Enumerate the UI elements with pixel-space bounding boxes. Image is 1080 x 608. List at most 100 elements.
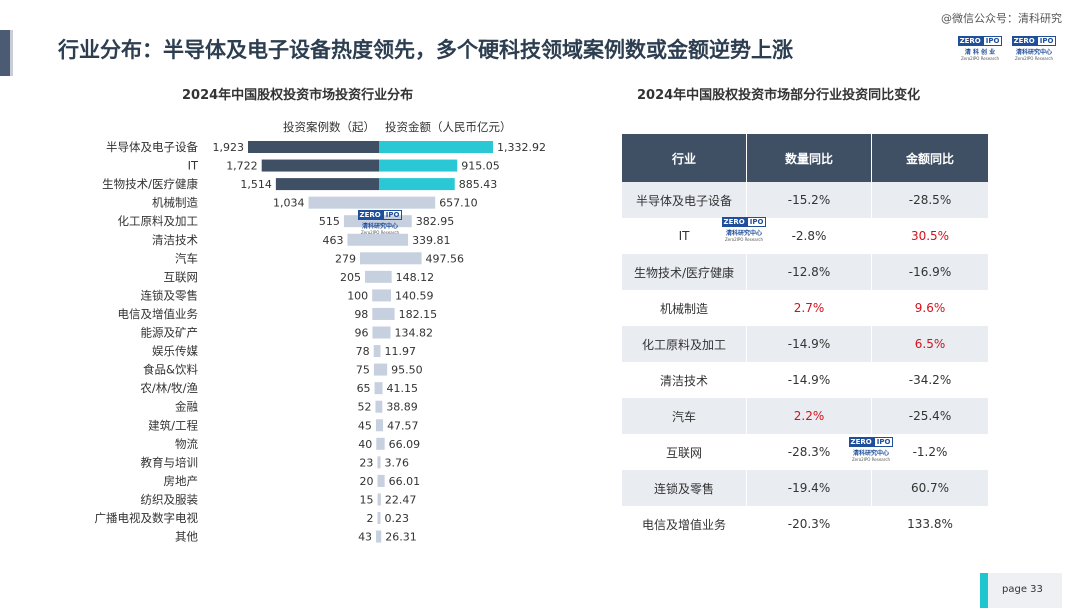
industry-cell: 连锁及零售 (622, 470, 747, 506)
industry-cell: 互联网 (622, 434, 747, 470)
amount-bar (379, 252, 422, 265)
count-bar (372, 289, 379, 302)
count-value-label: 40 (358, 438, 372, 451)
count-bar (372, 326, 379, 339)
category-label: 娱乐传媒 (152, 344, 198, 358)
count-value-label: 2 (367, 512, 374, 525)
amount-bar (379, 530, 382, 543)
amount-yoy-cell: -28.5% (871, 182, 988, 218)
category-label: 房地产 (164, 474, 199, 488)
header-amount-yoy: 金额同比 (871, 134, 988, 182)
count-yoy-cell: 2.7% (746, 290, 872, 326)
amount-bar (379, 196, 436, 209)
amount-bar (379, 326, 391, 339)
category-label: 半导体及电子设备 (106, 140, 198, 154)
amount-bar (379, 289, 392, 302)
amount-bar (379, 382, 383, 395)
count-value-label: 78 (356, 345, 370, 358)
amount-value-label: 657.10 (439, 197, 478, 210)
title-accent-bar-light (10, 30, 13, 76)
amount-bar (379, 141, 493, 153)
count-value-label: 463 (322, 234, 343, 247)
amount-bar (379, 419, 384, 432)
category-label: 机械制造 (152, 196, 198, 210)
category-label: 金融 (175, 400, 198, 414)
count-yoy-cell: -20.3% (746, 506, 872, 542)
amount-yoy-cell: 9.6% (871, 290, 988, 326)
category-label: 纺织及服装 (141, 492, 199, 506)
count-value-label: 100 (347, 289, 368, 302)
amount-bar (379, 270, 392, 283)
category-label: 物流 (175, 437, 198, 451)
amount-yoy-cell: -16.9% (871, 254, 988, 290)
amount-yoy-cell: 6.5% (871, 326, 988, 362)
amount-value-label: 1,332.92 (497, 141, 546, 154)
count-value-label: 45 (358, 419, 372, 432)
count-bar (377, 493, 379, 506)
amount-yoy-cell: -25.4% (871, 398, 988, 434)
count-bar (275, 178, 379, 191)
count-yoy-cell: -2.8% (746, 218, 872, 254)
category-label: 连锁及零售 (141, 288, 199, 302)
category-label: 生物技术/医疗健康 (102, 177, 198, 191)
title-accent-bar (0, 30, 10, 76)
amount-bar (379, 178, 455, 191)
table-watermark-logo-1: ZERO IPO 清科研究中心 Zero2IPO Research (716, 217, 772, 242)
amount-value-label: 22.47 (385, 493, 417, 506)
page-footer: page 33 (980, 573, 1062, 608)
amount-bar (379, 400, 383, 413)
amount-yoy-cell: 133.8% (871, 506, 988, 542)
butterfly-bar-chart: 投资案例数（起） 投资金额（人民币亿元） 半导体及电子设备 1,923 1,332.92… (95, 120, 546, 544)
amount-bar (379, 363, 388, 376)
legend-amount: 投资金额（人民币亿元） (385, 120, 512, 134)
amount-value-label: 26.31 (385, 531, 417, 544)
count-bar (375, 419, 379, 432)
count-yoy-cell: 2.2% (746, 398, 872, 434)
amount-bar (379, 437, 385, 450)
count-bar (365, 270, 379, 283)
right-table-title: 2024年中国股权投资市场部分行业投资同比变化 (637, 88, 921, 103)
amount-value-label: 140.59 (395, 289, 434, 302)
count-yoy-cell: -15.2% (746, 182, 872, 218)
amount-bar (379, 474, 385, 487)
count-bar (376, 437, 379, 450)
table-row: 机械制造 2.7% 9.6% (622, 290, 988, 326)
count-value-label: 75 (356, 364, 370, 377)
amount-bar (379, 233, 409, 246)
count-value-label: 20 (360, 475, 374, 488)
left-chart-title: 2024年中国股权投资市场投资行业分布 (182, 88, 414, 103)
count-value-label: 1,034 (273, 197, 305, 210)
count-value-label: 1,514 (240, 178, 272, 191)
amount-value-label: 182.15 (399, 308, 438, 321)
count-value-label: 515 (319, 215, 340, 228)
count-value-label: 1,722 (226, 160, 258, 173)
yoy-table: 行业 数量同比 金额同比 半导体及电子设备 -15.2% -28.5% IT -2.8%… (622, 134, 988, 542)
category-label: 食品&饮料 (143, 363, 198, 377)
category-label: 清洁技术 (152, 233, 198, 247)
category-label: 教育与培训 (141, 455, 199, 469)
amount-bar (379, 215, 412, 228)
category-label: 电信及增值业务 (118, 307, 199, 321)
amount-bar (379, 512, 381, 524)
amount-value-label: 382.95 (416, 215, 455, 228)
zero2ipo-logo: ZERO IPO 清 科 创 业 Zero2IPO Research (957, 36, 1003, 61)
amount-value-label: 47.57 (387, 419, 419, 432)
count-bar (374, 382, 379, 395)
industry-cell: 生物技术/医疗健康 (622, 254, 747, 290)
table-row: 化工原料及加工 -14.9% 6.5% (622, 326, 988, 362)
count-value-label: 96 (354, 327, 368, 340)
count-yoy-cell: -14.9% (746, 362, 872, 398)
header-count-yoy: 数量同比 (746, 134, 872, 182)
amount-yoy-cell: 60.7% (871, 470, 988, 506)
industry-cell: 化工原料及加工 (622, 326, 747, 362)
amount-value-label: 66.01 (389, 475, 421, 488)
count-bar (248, 141, 379, 153)
table-row: 生物技术/医疗健康 -12.8% -16.9% (622, 254, 988, 290)
category-label: 化工原料及加工 (118, 214, 199, 228)
category-label: 农/林/牧/渔 (140, 381, 198, 395)
count-yoy-cell: -19.4% (746, 470, 872, 506)
count-value-label: 1,923 (213, 141, 245, 154)
table-row: 汽车 2.2% -25.4% (622, 398, 988, 434)
amount-value-label: 66.09 (389, 438, 421, 451)
table-row: 清洁技术 -14.9% -34.2% (622, 362, 988, 398)
